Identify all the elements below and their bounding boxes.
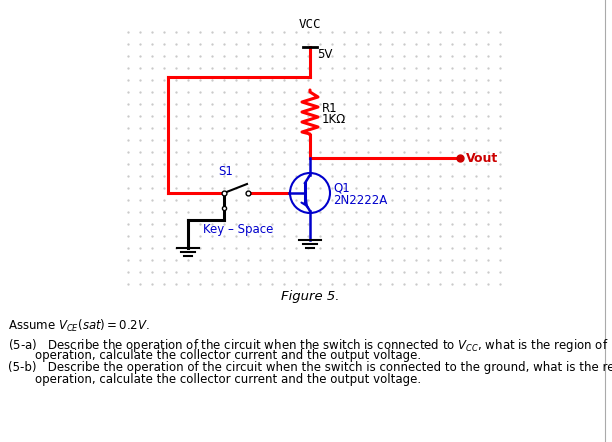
- Text: (5-a)   Describe the operation of the circuit when the switch is connected to $V: (5-a) Describe the operation of the circ…: [8, 337, 608, 354]
- Text: VCC: VCC: [299, 18, 321, 31]
- Text: operation, calculate the collector current and the output voltage.: operation, calculate the collector curre…: [35, 349, 421, 362]
- Text: Q1: Q1: [333, 182, 349, 194]
- Text: 2N2222A: 2N2222A: [333, 194, 387, 207]
- Text: R1: R1: [322, 102, 338, 115]
- Text: Figure 5.: Figure 5.: [281, 290, 339, 303]
- Text: Vout: Vout: [466, 152, 498, 164]
- Text: S1: S1: [218, 165, 233, 178]
- Text: (5-b)   Describe the operation of the circuit when the switch is connected to th: (5-b) Describe the operation of the circ…: [8, 361, 612, 374]
- Text: operation, calculate the collector current and the output voltage.: operation, calculate the collector curre…: [35, 373, 421, 386]
- Text: Assume $V_{CE}(sat) = 0.2V$.: Assume $V_{CE}(sat) = 0.2V$.: [8, 318, 149, 334]
- Text: 1KΩ: 1KΩ: [322, 113, 346, 126]
- Text: Key – Space: Key – Space: [203, 224, 274, 236]
- Text: 5V: 5V: [317, 49, 332, 61]
